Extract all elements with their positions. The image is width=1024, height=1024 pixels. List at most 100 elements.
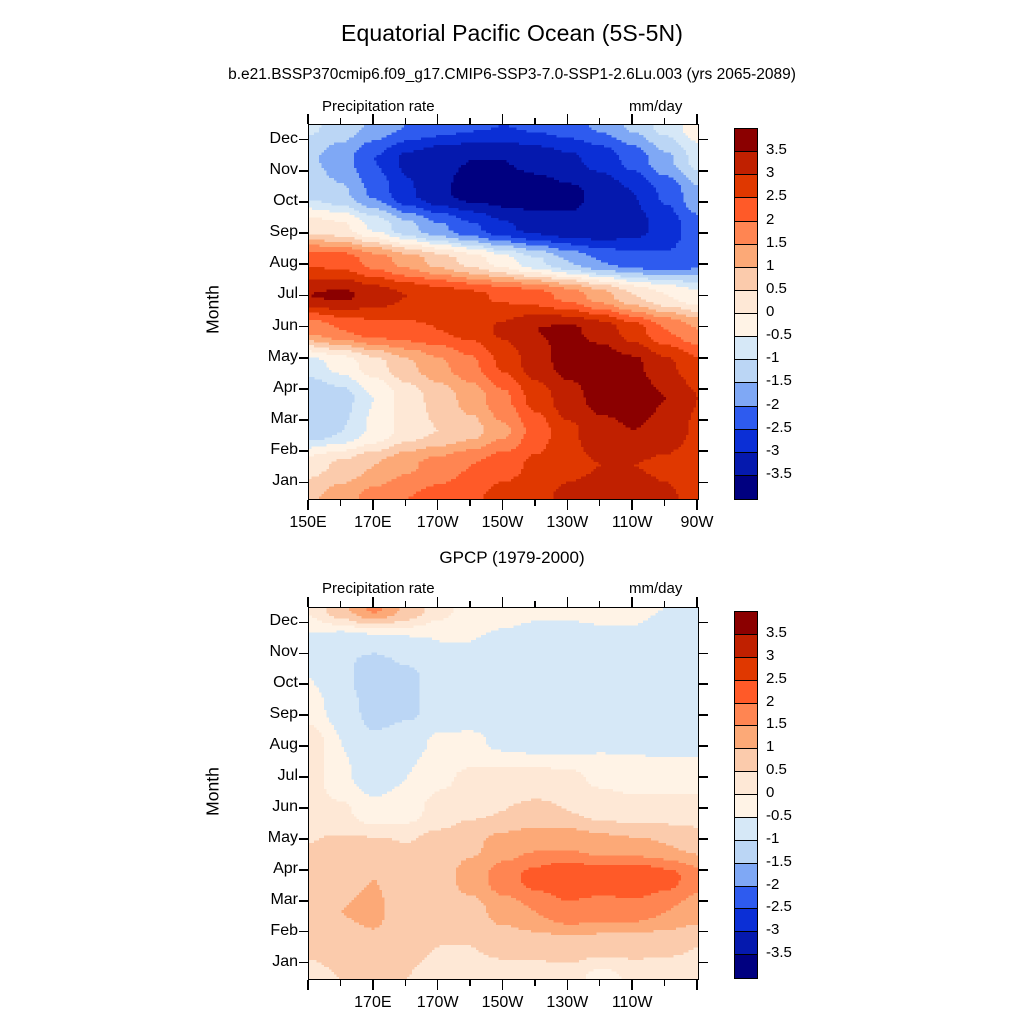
colorbar-gpcp <box>734 611 758 979</box>
colorbar-band <box>735 383 757 407</box>
colorbar-tick-label: 0.5 <box>766 761 787 779</box>
x-tick-mark-major <box>436 499 439 510</box>
y-tick-mark-right <box>698 961 708 964</box>
x-tick-mark-minor <box>534 118 536 124</box>
y-tick-mark-right <box>698 930 708 933</box>
y-tick-label-gpcp-nov: Nov <box>269 643 298 661</box>
y-tick-label-gpcp-apr: Apr <box>273 859 298 877</box>
x-tick-mark-minor <box>339 118 342 124</box>
colorbar-band <box>735 817 757 841</box>
x-tick-mark-major <box>501 979 504 990</box>
colorbar-tick-label: -0.5 <box>766 326 792 344</box>
colorbar-band <box>735 634 757 658</box>
colorbar-tick-label: 2 <box>766 210 775 228</box>
x-tick-label-gpcp-150W: 150W <box>481 994 524 1011</box>
colorbar-band <box>735 244 757 268</box>
colorbar-band <box>735 772 757 795</box>
x-tick-mark-major <box>566 597 569 607</box>
x-tick-mark-major <box>696 979 698 990</box>
x-tick-mark-major <box>696 499 698 510</box>
x-tick-mark-major <box>631 499 633 510</box>
y-tick-label-gpcp-mar: Mar <box>270 890 298 908</box>
colorbar-tick-label: -3.5 <box>766 944 792 962</box>
y-tick-mark-right <box>698 652 708 655</box>
colorbar-tick-label: 3.5 <box>766 623 787 641</box>
x-tick-mark-major <box>436 597 439 607</box>
y-tick-mark <box>299 356 308 359</box>
y-tick-label-model-may: May <box>267 347 298 365</box>
y-tick-mark-right <box>698 356 708 359</box>
colorbar-band <box>735 314 757 338</box>
x-tick-label-model-150E: 150E <box>289 514 327 531</box>
colorbar-tick-label: -3.5 <box>766 464 792 482</box>
x-tick-mark-minor <box>534 979 536 986</box>
y-axis-label-model: Month <box>202 285 223 334</box>
y-tick-mark-right <box>698 683 708 686</box>
y-tick-label-model-nov: Nov <box>269 160 298 178</box>
x-tick-mark-major <box>436 114 439 124</box>
y-tick-mark <box>299 169 308 172</box>
x-tick-mark-major <box>566 114 569 124</box>
x-tick-mark-minor <box>404 601 406 607</box>
colorbar-band <box>735 840 757 864</box>
x-tick-mark-minor <box>339 979 342 986</box>
panel-header-variable-model: Precipitation rate <box>322 98 435 115</box>
colorbar-band <box>735 909 757 933</box>
colorbar-tick-label: -2 <box>766 395 780 413</box>
colorbar-tick-label: 2.5 <box>766 187 787 205</box>
colorbar-band <box>735 429 757 453</box>
x-tick-mark-minor <box>599 601 601 607</box>
x-tick-label-model-110W: 110W <box>611 514 653 531</box>
y-tick-label-model-dec: Dec <box>269 129 298 147</box>
colorbar-band <box>735 337 757 361</box>
panel-header-variable-gpcp: Precipitation rate <box>322 580 435 597</box>
colorbar-band <box>735 221 757 245</box>
y-tick-mark-right <box>698 388 708 390</box>
x-tick-mark-minor <box>663 979 666 986</box>
x-tick-label-model-130W: 130W <box>546 514 589 531</box>
x-tick-label-gpcp-170W: 170W <box>416 994 459 1011</box>
colorbar-band <box>735 152 757 176</box>
x-tick-mark-minor <box>599 979 601 986</box>
y-tick-mark-right <box>698 232 708 234</box>
y-tick-label-gpcp-jul: Jul <box>277 767 298 785</box>
colorbar-band <box>735 680 757 704</box>
x-tick-mark-minor <box>469 601 471 607</box>
y-tick-mark-right <box>698 868 708 871</box>
colorbar-tick-label: 1.5 <box>766 715 787 733</box>
x-tick-mark-minor <box>599 118 601 124</box>
y-tick-label-gpcp-sep: Sep <box>269 705 298 723</box>
colorbar-tick-label: 3.5 <box>766 141 787 159</box>
y-tick-mark <box>299 838 308 840</box>
x-tick-mark-major <box>372 979 374 990</box>
figure-subtitle: b.e21.BSSP370cmip6.f09_g17.CMIP6-SSP3-7.… <box>228 66 796 83</box>
y-tick-mark <box>299 263 308 266</box>
colorbar-tick-label: 3 <box>766 646 775 664</box>
x-tick-label-model-170E: 170E <box>354 514 392 531</box>
y-tick-mark-right <box>698 481 708 484</box>
y-tick-label-gpcp-feb: Feb <box>270 921 298 939</box>
y-tick-mark-right <box>698 838 708 840</box>
x-tick-mark-minor <box>469 979 471 986</box>
x-tick-label-gpcp-110W: 110W <box>611 994 653 1011</box>
colorbar-band <box>735 175 757 199</box>
y-tick-label-model-oct: Oct <box>273 191 298 209</box>
x-tick-label-model-170W: 170W <box>416 514 459 531</box>
x-tick-mark-major <box>501 499 504 510</box>
colorbar-tick-label: 1 <box>766 256 775 274</box>
y-axis-label-gpcp: Month <box>202 766 223 816</box>
x-tick-mark-minor <box>534 601 536 607</box>
x-tick-label-model-150W: 150W <box>481 514 524 531</box>
y-tick-mark <box>299 201 308 203</box>
y-tick-mark-right <box>698 138 708 141</box>
x-tick-mark-minor <box>339 499 342 506</box>
y-tick-mark <box>299 745 308 747</box>
y-tick-label-model-jan: Jan <box>272 472 298 490</box>
y-tick-mark <box>299 388 308 390</box>
colorbar-band <box>735 290 757 314</box>
y-tick-mark-right <box>698 201 708 203</box>
y-tick-label-model-jun: Jun <box>272 316 298 334</box>
y-tick-mark <box>299 683 308 686</box>
x-tick-mark-major <box>372 114 374 124</box>
